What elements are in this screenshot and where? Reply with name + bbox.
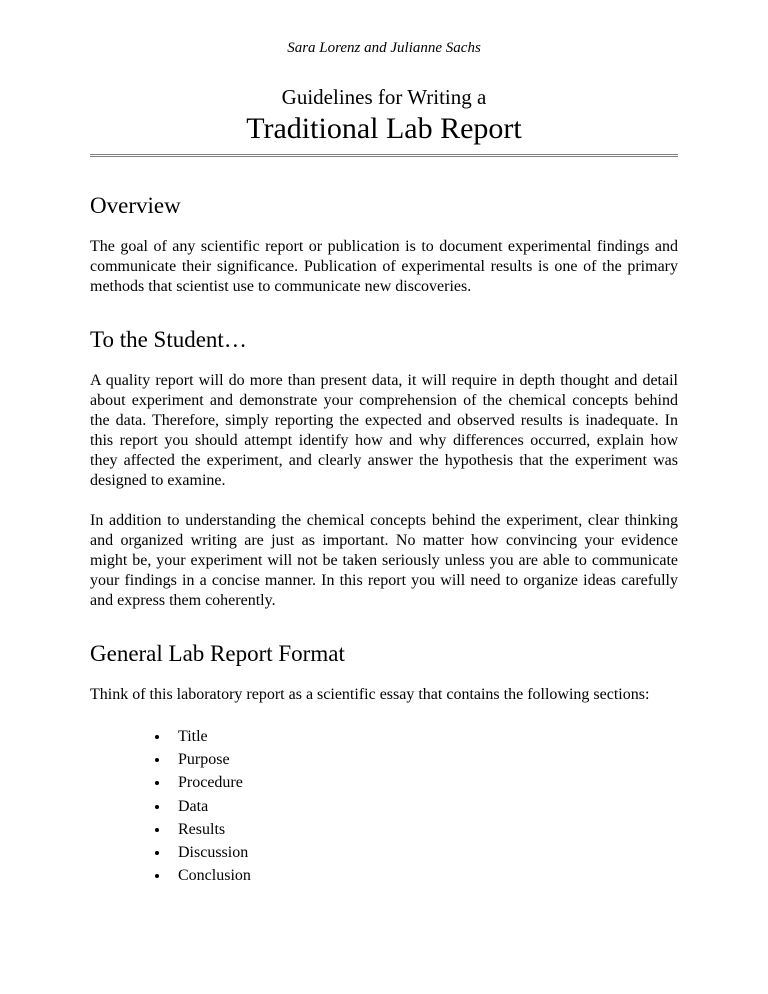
author-line: Sara Lorenz and Julianne Sachs [90, 40, 678, 57]
format-heading: General Lab Report Format [90, 641, 678, 667]
overview-body: The goal of any scientific report or pub… [90, 237, 678, 297]
doc-subtitle: Guidelines for Writing a [90, 85, 678, 110]
student-p2: In addition to understanding the chemica… [90, 511, 678, 611]
student-heading: To the Student… [90, 327, 678, 353]
format-list: Title Purpose Procedure Data Results Dis… [170, 725, 678, 887]
title-divider [90, 154, 678, 157]
list-item: Results [170, 818, 678, 841]
list-item: Discussion [170, 841, 678, 864]
list-item: Conclusion [170, 864, 678, 887]
list-item: Procedure [170, 771, 678, 794]
doc-title: Traditional Lab Report [90, 112, 678, 146]
list-item: Title [170, 725, 678, 748]
list-item: Data [170, 795, 678, 818]
format-intro: Think of this laboratory report as a sci… [90, 685, 678, 705]
overview-heading: Overview [90, 193, 678, 219]
list-item: Purpose [170, 748, 678, 771]
student-p1: A quality report will do more than prese… [90, 371, 678, 491]
